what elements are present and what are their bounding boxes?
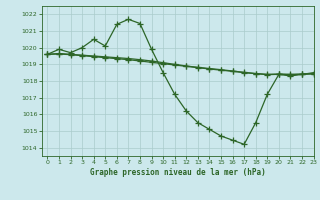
X-axis label: Graphe pression niveau de la mer (hPa): Graphe pression niveau de la mer (hPa)	[90, 168, 266, 177]
